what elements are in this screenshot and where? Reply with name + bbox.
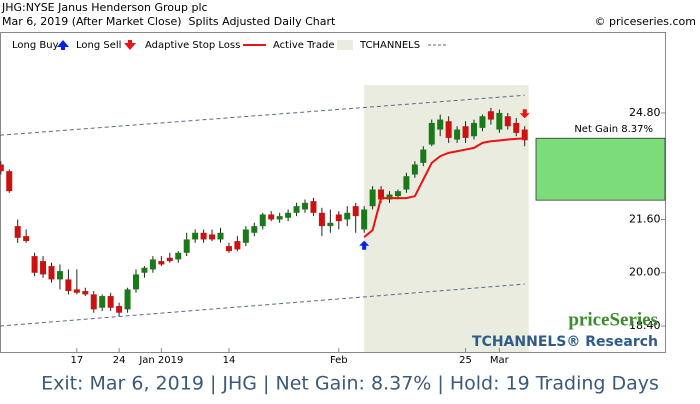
- footer: Exit: Mar 6, 2019 | JHG | Net Gain: 8.37…: [41, 373, 659, 395]
- candle-body: [420, 149, 427, 163]
- legend-label: Long Sell: [76, 40, 121, 51]
- candle-body: [90, 294, 97, 310]
- candle-body: [386, 194, 393, 200]
- legend-sell: [124, 40, 136, 50]
- candle-body: [40, 261, 47, 275]
- candle-body: [302, 202, 308, 210]
- chart-subtitle: Mar 6, 2019 (After Market Close) Splits …: [2, 15, 336, 28]
- y-tick-label: 20.00: [629, 266, 661, 279]
- candle-body: [166, 257, 173, 262]
- candle-body: [107, 296, 114, 308]
- candle-body: [225, 246, 232, 252]
- footer-bg: [0, 360, 700, 400]
- candle-body: [344, 212, 351, 220]
- x-tick-label: Mar: [490, 355, 510, 366]
- candle-body: [6, 171, 13, 192]
- candle-body: [183, 239, 190, 253]
- chart-title: JHG:NYSE Janus Henderson Group plc: [1, 1, 208, 14]
- candle-body: [352, 206, 359, 217]
- candle-body: [276, 216, 283, 220]
- sell-arrow: [519, 109, 530, 119]
- candle-body: [141, 267, 148, 273]
- plot-frame: [0, 32, 666, 353]
- candle-body: [73, 289, 80, 293]
- candle-body: [116, 306, 123, 313]
- legend-buy: [57, 40, 69, 50]
- legend-label: Long Buy: [12, 40, 59, 51]
- candle-body: [479, 116, 486, 128]
- candle-body: [56, 271, 63, 280]
- candle-body: [0, 164, 4, 172]
- candle-body: [403, 176, 410, 190]
- candle-body: [318, 212, 325, 227]
- candle-body: [82, 291, 89, 295]
- channel-line: [0, 283, 525, 327]
- candle-body: [428, 122, 435, 145]
- x-tick-label: 17: [70, 355, 83, 366]
- candle-body: [259, 214, 266, 227]
- x-tick-label: 24: [113, 355, 126, 366]
- buy-arrow: [359, 240, 370, 250]
- candle-body: [394, 191, 401, 197]
- candle-body: [437, 119, 444, 130]
- candle-body: [496, 112, 503, 130]
- candle-body: [175, 252, 182, 260]
- candle-body: [327, 222, 334, 227]
- candle-body: [124, 289, 131, 310]
- legend-label: Active Trade: [273, 40, 335, 51]
- candle-body: [445, 121, 452, 138]
- candle-body: [361, 209, 368, 230]
- net-gain-box: [535, 137, 666, 201]
- candle-body: [158, 261, 165, 265]
- candle-body: [209, 234, 216, 240]
- copyright: © priceseries.com: [595, 15, 696, 28]
- candle-body: [378, 189, 385, 200]
- candle-body: [310, 201, 317, 213]
- candle-body: [31, 256, 38, 273]
- candle-body: [293, 206, 300, 213]
- candle-body: [23, 236, 30, 242]
- legend-label: TCHANNELS: [359, 40, 420, 51]
- channel-line: [0, 94, 525, 136]
- watermark-research: TCHANNELS® Research: [472, 334, 658, 350]
- candle-body: [234, 241, 241, 250]
- candle-body: [285, 212, 292, 218]
- candle-body: [217, 232, 224, 240]
- candle-body: [369, 189, 376, 207]
- candle-body: [251, 226, 258, 233]
- net-gain-label: Net Gain 8.37%: [574, 124, 653, 135]
- candle-body: [335, 214, 342, 222]
- candle-body: [521, 129, 528, 141]
- candle-body: [133, 274, 139, 290]
- candle-body: [487, 111, 494, 120]
- candle-body: [99, 296, 106, 308]
- y-tick-label: 18.40: [629, 319, 661, 332]
- candle-body: [200, 232, 207, 240]
- candle-body: [454, 129, 461, 140]
- y-tick-label: 21.60: [629, 212, 661, 225]
- candle-body: [14, 226, 21, 238]
- candle-body: [48, 266, 55, 280]
- y-tick-label: 24.80: [629, 106, 661, 119]
- candle-body: [65, 279, 72, 292]
- candle-body: [411, 164, 418, 175]
- x-tick-label: Feb: [330, 355, 348, 366]
- stop-loss-line: [363, 137, 525, 238]
- candle-body: [471, 122, 477, 137]
- legend-label: Adaptive Stop Loss: [145, 40, 240, 51]
- candle-body: [462, 126, 469, 138]
- x-tick-label: Jan 2019: [138, 355, 183, 366]
- watermark: priceSeries: [568, 309, 658, 330]
- candle-body: [192, 232, 199, 240]
- candle-body: [149, 259, 156, 270]
- candle-body: [242, 229, 249, 243]
- x-tick-label: 25: [459, 355, 472, 366]
- candle-body: [513, 122, 520, 133]
- x-tick-label: 14: [223, 355, 236, 366]
- candle-body: [268, 214, 275, 220]
- candle-body: [504, 116, 511, 127]
- legend-active: [337, 40, 353, 50]
